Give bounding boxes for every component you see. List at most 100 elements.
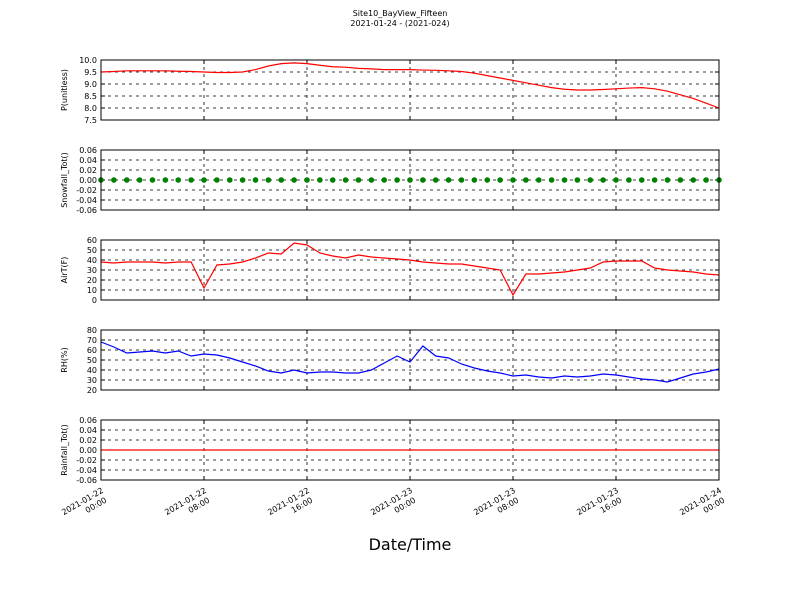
data-point [368,177,375,183]
x-axis-label: Date/Time [369,535,452,554]
data-point [329,177,336,183]
plot-frame [100,419,720,481]
data-point [497,177,503,183]
y-tick-label: 40 [87,366,97,375]
data-point [162,177,169,183]
x-tick-label: 2021-01-2208:00 [163,486,213,526]
data-point [626,177,632,183]
data-line [100,242,720,297]
plot-frame [100,239,720,301]
y-tick-label: 0.06 [79,416,97,425]
plot-frame [100,329,720,391]
y-axis-label: RH(%) [60,347,69,372]
plot-frame [100,59,720,121]
chart-title: Site10_BayView_Fifteen [353,9,448,18]
y-tick-label: -0.02 [76,456,97,465]
data-point [445,177,452,183]
data-point [381,177,388,183]
y-tick-label: 0.02 [79,166,97,175]
y-axis-label: P(unitless) [60,69,69,111]
x-tick-label: 2021-01-2400:00 [678,486,728,526]
y-tick-label: 9.0 [84,80,97,89]
data-point [651,177,658,183]
data-point [149,177,156,183]
data-point [600,177,606,183]
data-point [123,177,130,183]
data-point [201,177,207,183]
data-point [587,177,594,183]
data-point [239,177,246,183]
data-point [471,177,478,183]
plot-frame [100,149,720,211]
data-line [100,62,720,109]
y-tick-label: 20 [87,276,97,285]
y-tick-label: 7.5 [84,116,97,125]
y-tick-label: 40 [87,256,97,265]
y-tick-label: 20 [87,386,97,395]
y-tick-label: -0.06 [76,476,97,485]
y-tick-label: 50 [87,246,97,255]
data-point [535,177,542,183]
y-tick-label: -0.04 [76,466,97,475]
data-point [677,177,684,183]
data-point [291,177,297,183]
data-point [111,177,117,183]
data-point [252,177,259,183]
y-tick-label: 8.0 [84,104,97,113]
data-point [574,177,581,183]
y-tick-label: 0 [92,296,97,305]
x-tick-label: 2021-01-2300:00 [369,486,419,526]
data-point [548,177,555,183]
x-tick-label: 2021-01-2308:00 [472,486,522,526]
data-point [214,177,220,183]
y-tick-label: 0.06 [79,146,97,155]
y-tick-label: 80 [87,326,97,335]
data-point [561,177,568,183]
y-tick-label: -0.06 [76,206,97,215]
y-tick-label: 0.00 [79,446,97,455]
y-tick-label: 0.00 [79,176,97,185]
y-tick-label: 30 [87,376,97,385]
data-point [136,177,143,183]
data-point [432,177,439,183]
y-tick-label: 30 [87,266,97,275]
data-point [420,177,426,183]
y-axis-label: Snowfall_Tot() [60,152,69,208]
data-point [265,177,272,183]
chart-subtitle: 2021-01-24 - (2021-024) [350,19,449,28]
data-point [523,177,529,183]
x-tick-label: 2021-01-2200:00 [60,486,110,526]
data-point [175,177,182,183]
data-point [638,177,645,183]
y-axis-label: Rainfall_Tot() [60,424,69,476]
y-tick-label: 50 [87,356,97,365]
data-point [703,177,709,183]
y-tick-label: 10.0 [79,56,97,65]
data-point [278,177,285,183]
y-tick-label: 0.04 [79,156,97,165]
y-tick-label: 0.02 [79,436,97,445]
data-point [226,177,233,183]
x-tick-label: 2021-01-2216:00 [266,486,316,526]
y-tick-label: 8.5 [84,92,97,101]
y-tick-label: 60 [87,236,97,245]
data-point [407,177,413,183]
data-point [188,177,194,183]
y-tick-label: 60 [87,346,97,355]
data-point [317,177,323,183]
data-point [484,177,491,183]
y-tick-label: 70 [87,336,97,345]
y-axis-label: AirT(F) [60,257,69,284]
data-point [613,177,619,183]
data-point [355,177,362,183]
data-point [342,177,349,183]
data-point [510,177,516,183]
y-tick-label: 10 [87,286,97,295]
x-tick-label: 2021-01-2316:00 [575,486,625,526]
data-point [304,177,310,183]
data-point [458,177,465,183]
y-tick-label: -0.02 [76,186,97,195]
data-point [690,177,697,183]
y-tick-label: -0.04 [76,196,97,205]
